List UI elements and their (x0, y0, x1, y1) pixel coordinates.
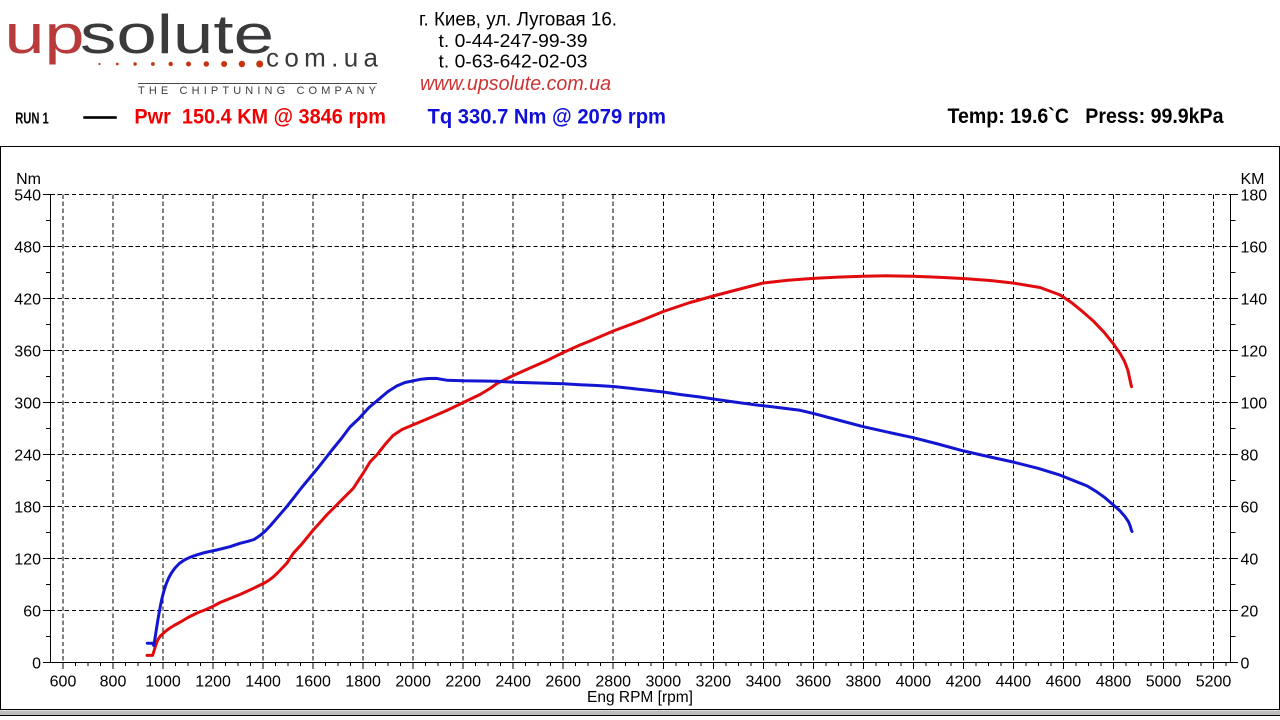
svg-text:2600: 2600 (545, 673, 581, 690)
svg-text:140: 140 (1241, 291, 1268, 308)
svg-text:80: 80 (1241, 447, 1259, 464)
svg-text:3400: 3400 (746, 673, 782, 690)
svg-text:180: 180 (1241, 187, 1268, 204)
svg-text:600: 600 (50, 673, 77, 690)
svg-text:4600: 4600 (1046, 673, 1082, 690)
svg-text:4000: 4000 (896, 673, 932, 690)
svg-text:60: 60 (23, 603, 41, 620)
svg-text:20: 20 (1241, 603, 1259, 620)
svg-text:1000: 1000 (145, 673, 181, 690)
svg-text:3200: 3200 (696, 673, 732, 690)
svg-text:2400: 2400 (495, 673, 531, 690)
svg-text:2800: 2800 (595, 673, 631, 690)
svg-text:г. Киев, ул. Луговая 16.: г. Киев, ул. Луговая 16. (419, 8, 617, 30)
svg-text:4800: 4800 (1096, 673, 1132, 690)
svg-text:Eng RPM [rpm]: Eng RPM [rpm] (587, 689, 693, 706)
svg-text:Temp: 19.6`C Press: 99.9kPa: Temp: 19.6`C Press: 99.9kPa (948, 105, 1224, 128)
svg-text:1400: 1400 (245, 673, 281, 690)
svg-text:KM: KM (1241, 171, 1265, 188)
svg-text:3000: 3000 (646, 673, 682, 690)
svg-text:2200: 2200 (445, 673, 481, 690)
svg-text:Pwr 150.4 KM @ 3846 rpm: Pwr 150.4 KM @ 3846 rpm (134, 106, 386, 129)
svg-text:0: 0 (32, 655, 41, 672)
svg-text:3600: 3600 (796, 673, 832, 690)
svg-text:360: 360 (14, 343, 41, 360)
svg-text:800: 800 (100, 673, 127, 690)
svg-text:1600: 1600 (295, 673, 331, 690)
svg-text:5200: 5200 (1196, 673, 1232, 690)
svg-text:540: 540 (14, 187, 41, 204)
svg-text:40: 40 (1241, 551, 1259, 568)
svg-text:120: 120 (1241, 343, 1268, 360)
svg-text:1800: 1800 (345, 673, 381, 690)
svg-text:420: 420 (14, 291, 41, 308)
svg-text:0: 0 (1241, 655, 1250, 672)
svg-text:t. 0-63-642-02-03: t. 0-63-642-02-03 (439, 52, 588, 72)
svg-text:4400: 4400 (996, 673, 1032, 690)
svg-text:solute: solute (80, 3, 274, 65)
svg-text:Tq 330.7 Nm @ 2079 rpm: Tq 330.7 Nm @ 2079 rpm (428, 106, 667, 129)
svg-text:3800: 3800 (846, 673, 882, 690)
svg-text:1200: 1200 (195, 673, 231, 690)
svg-text:180: 180 (14, 499, 41, 516)
svg-text:100: 100 (1241, 395, 1268, 412)
svg-text:www.upsolute.com.ua: www.upsolute.com.ua (420, 73, 611, 95)
svg-text:120: 120 (14, 551, 41, 568)
svg-text:240: 240 (14, 447, 41, 464)
svg-text:Nm: Nm (16, 171, 41, 188)
svg-text:THE CHIPTUNING COMPANY: THE CHIPTUNING COMPANY (138, 85, 377, 97)
svg-text:4200: 4200 (946, 673, 982, 690)
svg-text:5000: 5000 (1146, 673, 1182, 690)
svg-text:60: 60 (1241, 499, 1259, 516)
svg-text:2000: 2000 (395, 673, 431, 690)
svg-text:RUN 1: RUN 1 (15, 110, 49, 127)
svg-text:160: 160 (1241, 239, 1268, 256)
svg-text:t. 0-44-247-99-39: t. 0-44-247-99-39 (439, 31, 588, 51)
svg-text:up: up (5, 3, 85, 65)
svg-text:480: 480 (14, 239, 41, 256)
svg-text:300: 300 (14, 395, 41, 412)
